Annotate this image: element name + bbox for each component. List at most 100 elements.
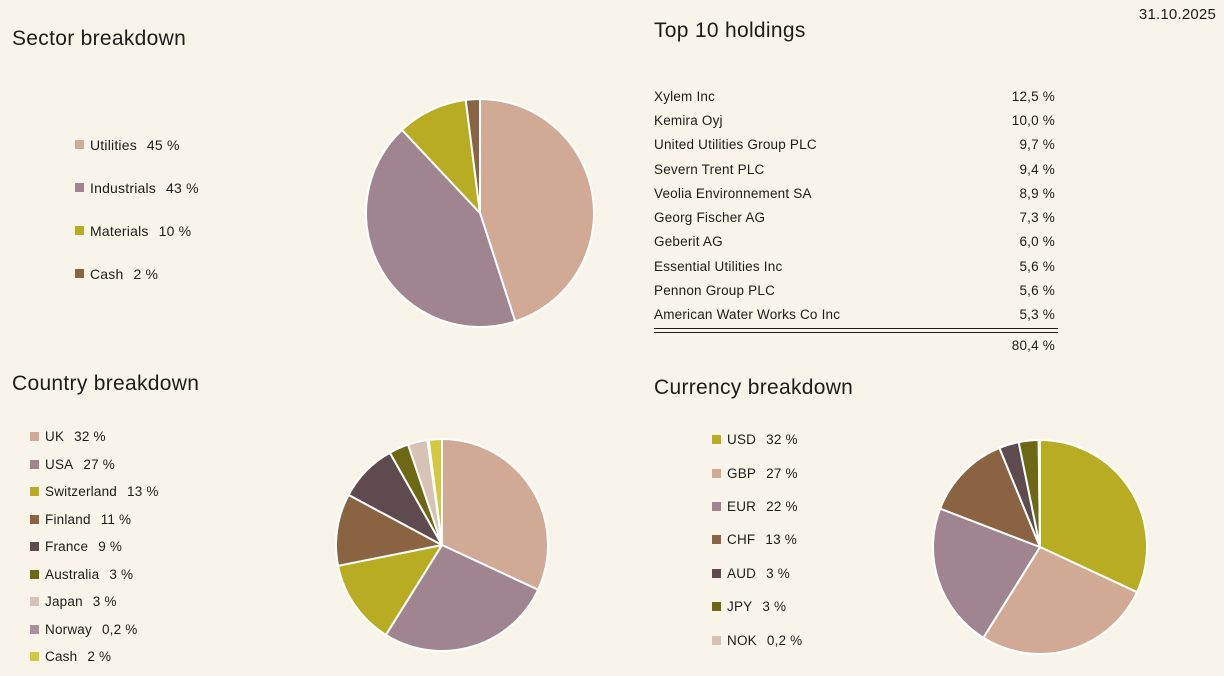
legend-item-cash: Cash 2 % (75, 252, 199, 295)
holding-name: Georg Fischer AG (654, 210, 766, 226)
pie-slice-finland (335, 493, 443, 567)
legend-value: 45 % (146, 136, 180, 153)
currency-breakdown-title: Currency breakdown (654, 376, 854, 399)
legend-label: USA (45, 456, 74, 472)
holding-weight: 7,3 % (1019, 210, 1055, 226)
currency-legend: USD 32 % GBP 27 % EUR 22 % CHF 13 % AUD 3 % JPY 3 %… (712, 423, 802, 657)
holding-name: Severn Trent PLC (654, 161, 765, 177)
legend-swatch-gbp (712, 468, 721, 478)
holding-row: Kemira Oyj 10,0 % (654, 108, 1058, 132)
legend-value: 11 % (100, 511, 132, 527)
legend-item-utilities: Utilities 45 % (75, 123, 199, 166)
holding-name: Geberit AG (654, 234, 723, 250)
legend-label: Industrials (90, 179, 157, 196)
legend-item-cash: Cash 2 % (30, 643, 159, 671)
legend-label: EUR (727, 498, 757, 514)
legend-swatch-australia (30, 569, 39, 579)
legend-label: GBP (727, 465, 757, 481)
pie-slice-cash (427, 438, 443, 546)
holding-name: Essential Utilities Inc (654, 258, 783, 274)
legend-swatch-cash (30, 652, 39, 662)
legend-label: CHF (727, 532, 756, 548)
top-holdings-rows: Xylem Inc 12,5 % Kemira Oyj 10,0 % United Ut… (654, 84, 1058, 327)
sector-legend: Utilities 45 % Industrials 43 % Materials 10 … (75, 123, 199, 295)
legend-item-materials: Materials 10 % (75, 209, 199, 252)
report-date: 31.10.2025 (1138, 6, 1216, 23)
pie-slice-materials (400, 98, 481, 214)
country-legend: UK 32 % USA 27 % Switzerland 13 % Finland 11 % F… (30, 423, 159, 671)
legend-swatch-finland (30, 514, 39, 524)
pie-slice-usa (384, 544, 540, 652)
pie-slice-switzerland (337, 544, 443, 636)
legend-swatch-aud (712, 568, 721, 578)
holding-weight: 9,7 % (1019, 137, 1055, 153)
legend-item-gbp: GBP 27 % (712, 456, 802, 489)
legend-value: 0,2 % (766, 632, 803, 648)
holding-row: Pennon Group PLC 5,6 % (654, 278, 1058, 302)
legend-item-norway: Norway 0,2 % (30, 616, 159, 644)
sector-breakdown-title: Sector breakdown (12, 27, 187, 50)
pie-slice-cash (464, 98, 481, 214)
holding-row: Georg Fischer AG 7,3 % (654, 205, 1058, 229)
sector-pie-chart (365, 98, 595, 328)
holding-name: Xylem Inc (654, 88, 716, 104)
legend-value: 43 % (166, 179, 199, 196)
legend-item-usa: USA 27 % (30, 451, 159, 479)
holding-row: Essential Utilities Inc 5,6 % (654, 254, 1058, 278)
country-pie-chart (335, 438, 549, 652)
legend-value: 22 % (766, 498, 798, 514)
pie-slice-utilities (479, 98, 595, 323)
legend-label: Finland (45, 511, 91, 527)
legend-value: 2 % (87, 649, 112, 665)
holding-row: Veolia Environnement SA 8,9 % (654, 181, 1058, 205)
legend-label: Japan (45, 594, 83, 610)
pie-slice-eur (932, 507, 1041, 639)
legend-value: 9 % (98, 539, 123, 555)
legend-value: 3 % (109, 566, 134, 582)
legend-item-industrials: Industrials 43 % (75, 166, 199, 209)
legend-value: 2 % (133, 265, 159, 282)
legend-swatch-nok (712, 635, 721, 645)
holding-weight: 9,4 % (1019, 161, 1055, 177)
legend-swatch-usd (712, 435, 721, 445)
pie-slice-nok (1037, 439, 1041, 548)
legend-item-nok: NOK 0,2 % (712, 623, 802, 656)
holding-weight: 5,6 % (1019, 258, 1055, 274)
legend-label: France (45, 539, 89, 555)
legend-item-switzerland: Switzerland 13 % (30, 478, 159, 506)
legend-swatch-uk (30, 432, 39, 442)
holding-row: United Utilities Group PLC 9,7 % (654, 133, 1058, 157)
holding-name: Kemira Oyj (654, 112, 723, 128)
legend-value: 3 % (92, 594, 117, 610)
legend-swatch-japan (30, 597, 39, 607)
legend-item-chf: CHF 13 % (712, 523, 802, 556)
holding-row: Geberit AG 6,0 % (654, 230, 1058, 254)
holding-row: American Water Works Co Inc 5,3 % (654, 303, 1058, 327)
holding-name: Veolia Environnement SA (654, 185, 812, 201)
holding-weight: 5,3 % (1019, 307, 1055, 323)
legend-label: Norway (45, 621, 92, 637)
top-holdings-table: Xylem Inc 12,5 % Kemira Oyj 10,0 % United Ut… (654, 84, 1058, 353)
legend-value: 3 % (762, 599, 787, 615)
legend-item-jpy: JPY 3 % (712, 590, 802, 623)
legend-label: NOK (727, 632, 757, 648)
legend-swatch-industrials (75, 183, 84, 192)
table-double-rule (654, 327, 1058, 333)
legend-value: 13 % (126, 484, 159, 500)
legend-value: 13 % (765, 532, 797, 548)
legend-swatch-utilities (75, 140, 84, 149)
pie-slice-uk (441, 438, 549, 591)
legend-item-usd: USD 32 % (712, 423, 802, 456)
legend-label: AUD (727, 565, 757, 581)
legend-label: UK (45, 429, 65, 445)
legend-swatch-eur (712, 501, 721, 511)
pie-slice-gbp (982, 546, 1138, 655)
legend-label: Materials (90, 222, 149, 239)
holding-name: American Water Works Co Inc (654, 307, 841, 323)
legend-swatch-chf (712, 535, 721, 545)
legend-swatch-cash (75, 269, 84, 278)
legend-label: JPY (727, 599, 753, 615)
holding-weight: 6,0 % (1019, 234, 1055, 250)
legend-value: 32 % (766, 432, 798, 448)
legend-item-finland: Finland 11 % (30, 506, 159, 534)
